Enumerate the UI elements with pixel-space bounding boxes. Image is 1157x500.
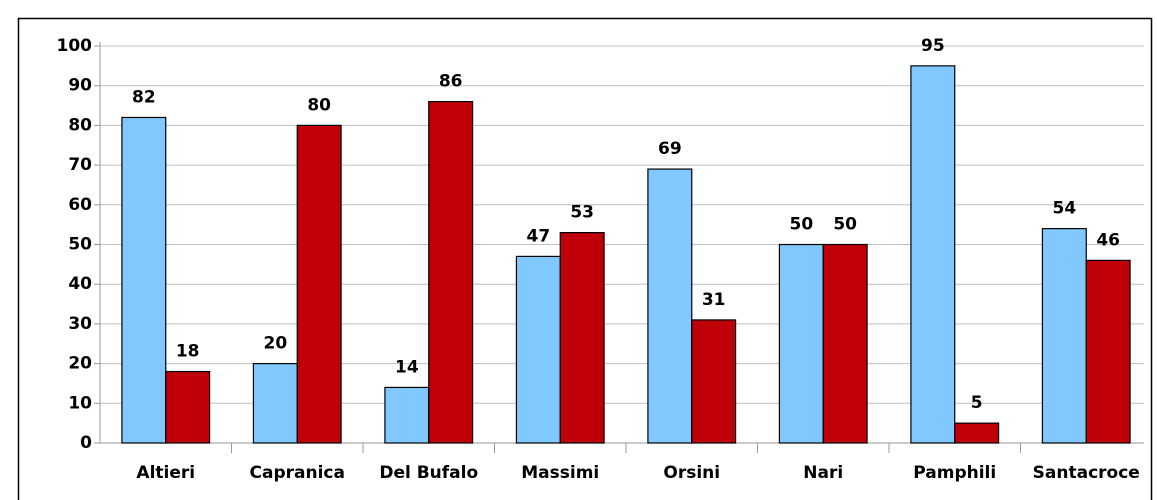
bar (691, 319, 737, 444)
data-label: 47 (526, 226, 550, 246)
x-tick-label: Orsini (663, 463, 720, 483)
bar (647, 168, 693, 444)
data-label: 69 (658, 139, 682, 159)
data-label: 53 (570, 203, 594, 223)
bar (822, 243, 868, 444)
data-label: 54 (1052, 199, 1076, 219)
y-tick-label: 20 (68, 354, 92, 374)
bar (910, 65, 956, 444)
data-label: 20 (263, 334, 287, 354)
data-label: 31 (702, 290, 726, 310)
bar (384, 386, 430, 444)
x-tick-label: Capranica (250, 463, 345, 483)
bar (428, 100, 474, 444)
data-label: 86 (439, 72, 463, 92)
x-tick-label: Massimi (521, 463, 599, 483)
y-tick-label: 90 (68, 76, 92, 96)
bar (778, 243, 824, 444)
y-tick-label: 60 (68, 195, 92, 215)
x-tick-label: Del Bufalo (379, 463, 478, 483)
data-label: 50 (789, 215, 813, 235)
data-label: 18 (176, 342, 200, 362)
plot-area: 0 10 20 30 40 50 60 70 80 90 100 Altieri 82 18 Caprani… (57, 36, 1144, 483)
data-label: 50 (833, 215, 857, 235)
bar (252, 363, 298, 444)
y-tick-label: 10 (68, 393, 92, 413)
bar (165, 370, 211, 444)
bar (121, 116, 167, 444)
y-tick-label: 80 (68, 115, 92, 135)
bar (296, 124, 342, 444)
bar (559, 231, 605, 444)
x-tick-label: Nari (803, 463, 843, 483)
y-tick-label: 30 (68, 314, 92, 334)
data-label: 95 (921, 36, 945, 56)
y-tick-label: 50 (68, 235, 92, 255)
y-tick-label: 40 (68, 274, 92, 294)
x-tick-label: Altieri (136, 463, 195, 483)
data-label: 14 (395, 357, 419, 377)
x-tick-label: Santacroce (1033, 463, 1140, 483)
data-label: 46 (1096, 230, 1120, 250)
bar (1085, 259, 1131, 444)
bar (515, 255, 561, 444)
data-label: 5 (971, 393, 983, 413)
y-tick-label: 100 (57, 36, 93, 56)
data-label: 80 (307, 95, 331, 115)
data-label: 82 (132, 87, 156, 107)
y-tick-label: 70 (68, 155, 92, 175)
bar (1041, 228, 1087, 444)
bar (954, 422, 1000, 444)
y-tick-label: 0 (80, 433, 92, 453)
x-tick-label: Pamphili (913, 463, 996, 483)
